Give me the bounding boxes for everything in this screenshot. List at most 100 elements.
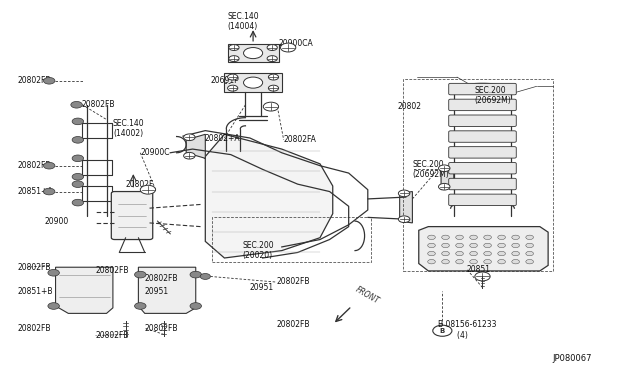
FancyBboxPatch shape	[449, 99, 516, 110]
Circle shape	[442, 251, 449, 256]
Circle shape	[263, 102, 278, 111]
Circle shape	[526, 235, 534, 240]
Circle shape	[228, 85, 238, 91]
Circle shape	[190, 303, 202, 310]
Text: 20691P: 20691P	[211, 76, 239, 85]
Circle shape	[72, 181, 84, 187]
Circle shape	[228, 74, 238, 80]
Circle shape	[498, 235, 506, 240]
Circle shape	[512, 251, 520, 256]
Text: 20851: 20851	[467, 264, 491, 273]
Text: 20851+B: 20851+B	[17, 287, 53, 296]
Circle shape	[526, 251, 534, 256]
Text: SEC.200
(20692M): SEC.200 (20692M)	[412, 160, 449, 179]
Text: 20802FA: 20802FA	[284, 135, 317, 144]
Text: 20802FB: 20802FB	[96, 331, 129, 340]
Circle shape	[484, 243, 492, 248]
Polygon shape	[138, 267, 196, 313]
Circle shape	[475, 272, 490, 281]
Text: 20951: 20951	[145, 287, 169, 296]
Circle shape	[456, 235, 463, 240]
Text: 20900C: 20900C	[140, 148, 170, 157]
Circle shape	[456, 260, 463, 264]
FancyBboxPatch shape	[111, 192, 153, 240]
Polygon shape	[441, 167, 454, 190]
Circle shape	[72, 199, 84, 206]
Text: 20900CA: 20900CA	[278, 39, 314, 48]
Text: 20802FB: 20802FB	[96, 266, 129, 275]
Text: 20951: 20951	[250, 283, 274, 292]
Circle shape	[44, 77, 55, 84]
Circle shape	[140, 185, 156, 194]
Circle shape	[134, 303, 146, 310]
Circle shape	[190, 271, 202, 278]
Polygon shape	[56, 267, 113, 313]
Text: SEC.140
(14002): SEC.140 (14002)	[113, 119, 145, 138]
Circle shape	[428, 251, 435, 256]
Circle shape	[484, 260, 492, 264]
Circle shape	[48, 303, 60, 310]
Text: SEC.200
(20692M): SEC.200 (20692M)	[474, 86, 511, 105]
Circle shape	[498, 243, 506, 248]
FancyBboxPatch shape	[449, 131, 516, 142]
Circle shape	[512, 235, 520, 240]
Circle shape	[280, 43, 296, 52]
Text: 20802FB: 20802FB	[17, 76, 51, 85]
Circle shape	[48, 269, 60, 276]
Circle shape	[498, 251, 506, 256]
Circle shape	[44, 162, 55, 169]
Text: SEC.200
(20020): SEC.200 (20020)	[243, 241, 274, 260]
Circle shape	[184, 134, 195, 141]
Circle shape	[438, 183, 450, 190]
Text: 20802FB: 20802FB	[276, 278, 310, 286]
Circle shape	[456, 243, 463, 248]
Text: FRONT: FRONT	[354, 285, 381, 306]
Circle shape	[200, 273, 211, 279]
Circle shape	[456, 251, 463, 256]
FancyBboxPatch shape	[449, 147, 516, 158]
Text: 20900: 20900	[45, 217, 69, 225]
Polygon shape	[204, 144, 243, 158]
Circle shape	[498, 260, 506, 264]
Circle shape	[470, 260, 477, 264]
Circle shape	[268, 74, 278, 80]
Circle shape	[267, 45, 277, 51]
Circle shape	[398, 190, 410, 197]
Circle shape	[428, 235, 435, 240]
Polygon shape	[205, 134, 333, 258]
Text: 20802FB: 20802FB	[276, 320, 310, 329]
Circle shape	[72, 173, 84, 180]
Circle shape	[512, 243, 520, 248]
Circle shape	[44, 188, 55, 195]
Circle shape	[512, 260, 520, 264]
FancyBboxPatch shape	[225, 73, 282, 92]
Text: 20802FB: 20802FB	[17, 324, 51, 333]
Circle shape	[229, 45, 239, 51]
Text: 20802FB: 20802FB	[81, 100, 115, 109]
FancyBboxPatch shape	[449, 163, 516, 174]
Circle shape	[433, 325, 452, 336]
FancyBboxPatch shape	[449, 115, 516, 126]
Circle shape	[442, 235, 449, 240]
Text: 20802FB: 20802FB	[145, 274, 179, 283]
Circle shape	[71, 102, 83, 108]
Circle shape	[442, 243, 449, 248]
Circle shape	[398, 216, 410, 222]
Text: 20802FB: 20802FB	[145, 324, 179, 333]
Text: B: B	[440, 328, 445, 334]
Text: 20802FB: 20802FB	[17, 161, 51, 170]
Text: 20851+A: 20851+A	[17, 187, 53, 196]
Circle shape	[134, 271, 146, 278]
Circle shape	[268, 85, 278, 91]
Circle shape	[244, 77, 262, 88]
Circle shape	[244, 48, 262, 59]
Polygon shape	[186, 134, 205, 158]
Text: 20802+A: 20802+A	[204, 134, 239, 142]
Text: B 08156-61233
        (4): B 08156-61233 (4)	[438, 320, 497, 340]
Circle shape	[267, 56, 277, 62]
Circle shape	[428, 243, 435, 248]
Circle shape	[470, 251, 477, 256]
Circle shape	[428, 260, 435, 264]
FancyBboxPatch shape	[228, 44, 278, 62]
Polygon shape	[399, 192, 412, 223]
